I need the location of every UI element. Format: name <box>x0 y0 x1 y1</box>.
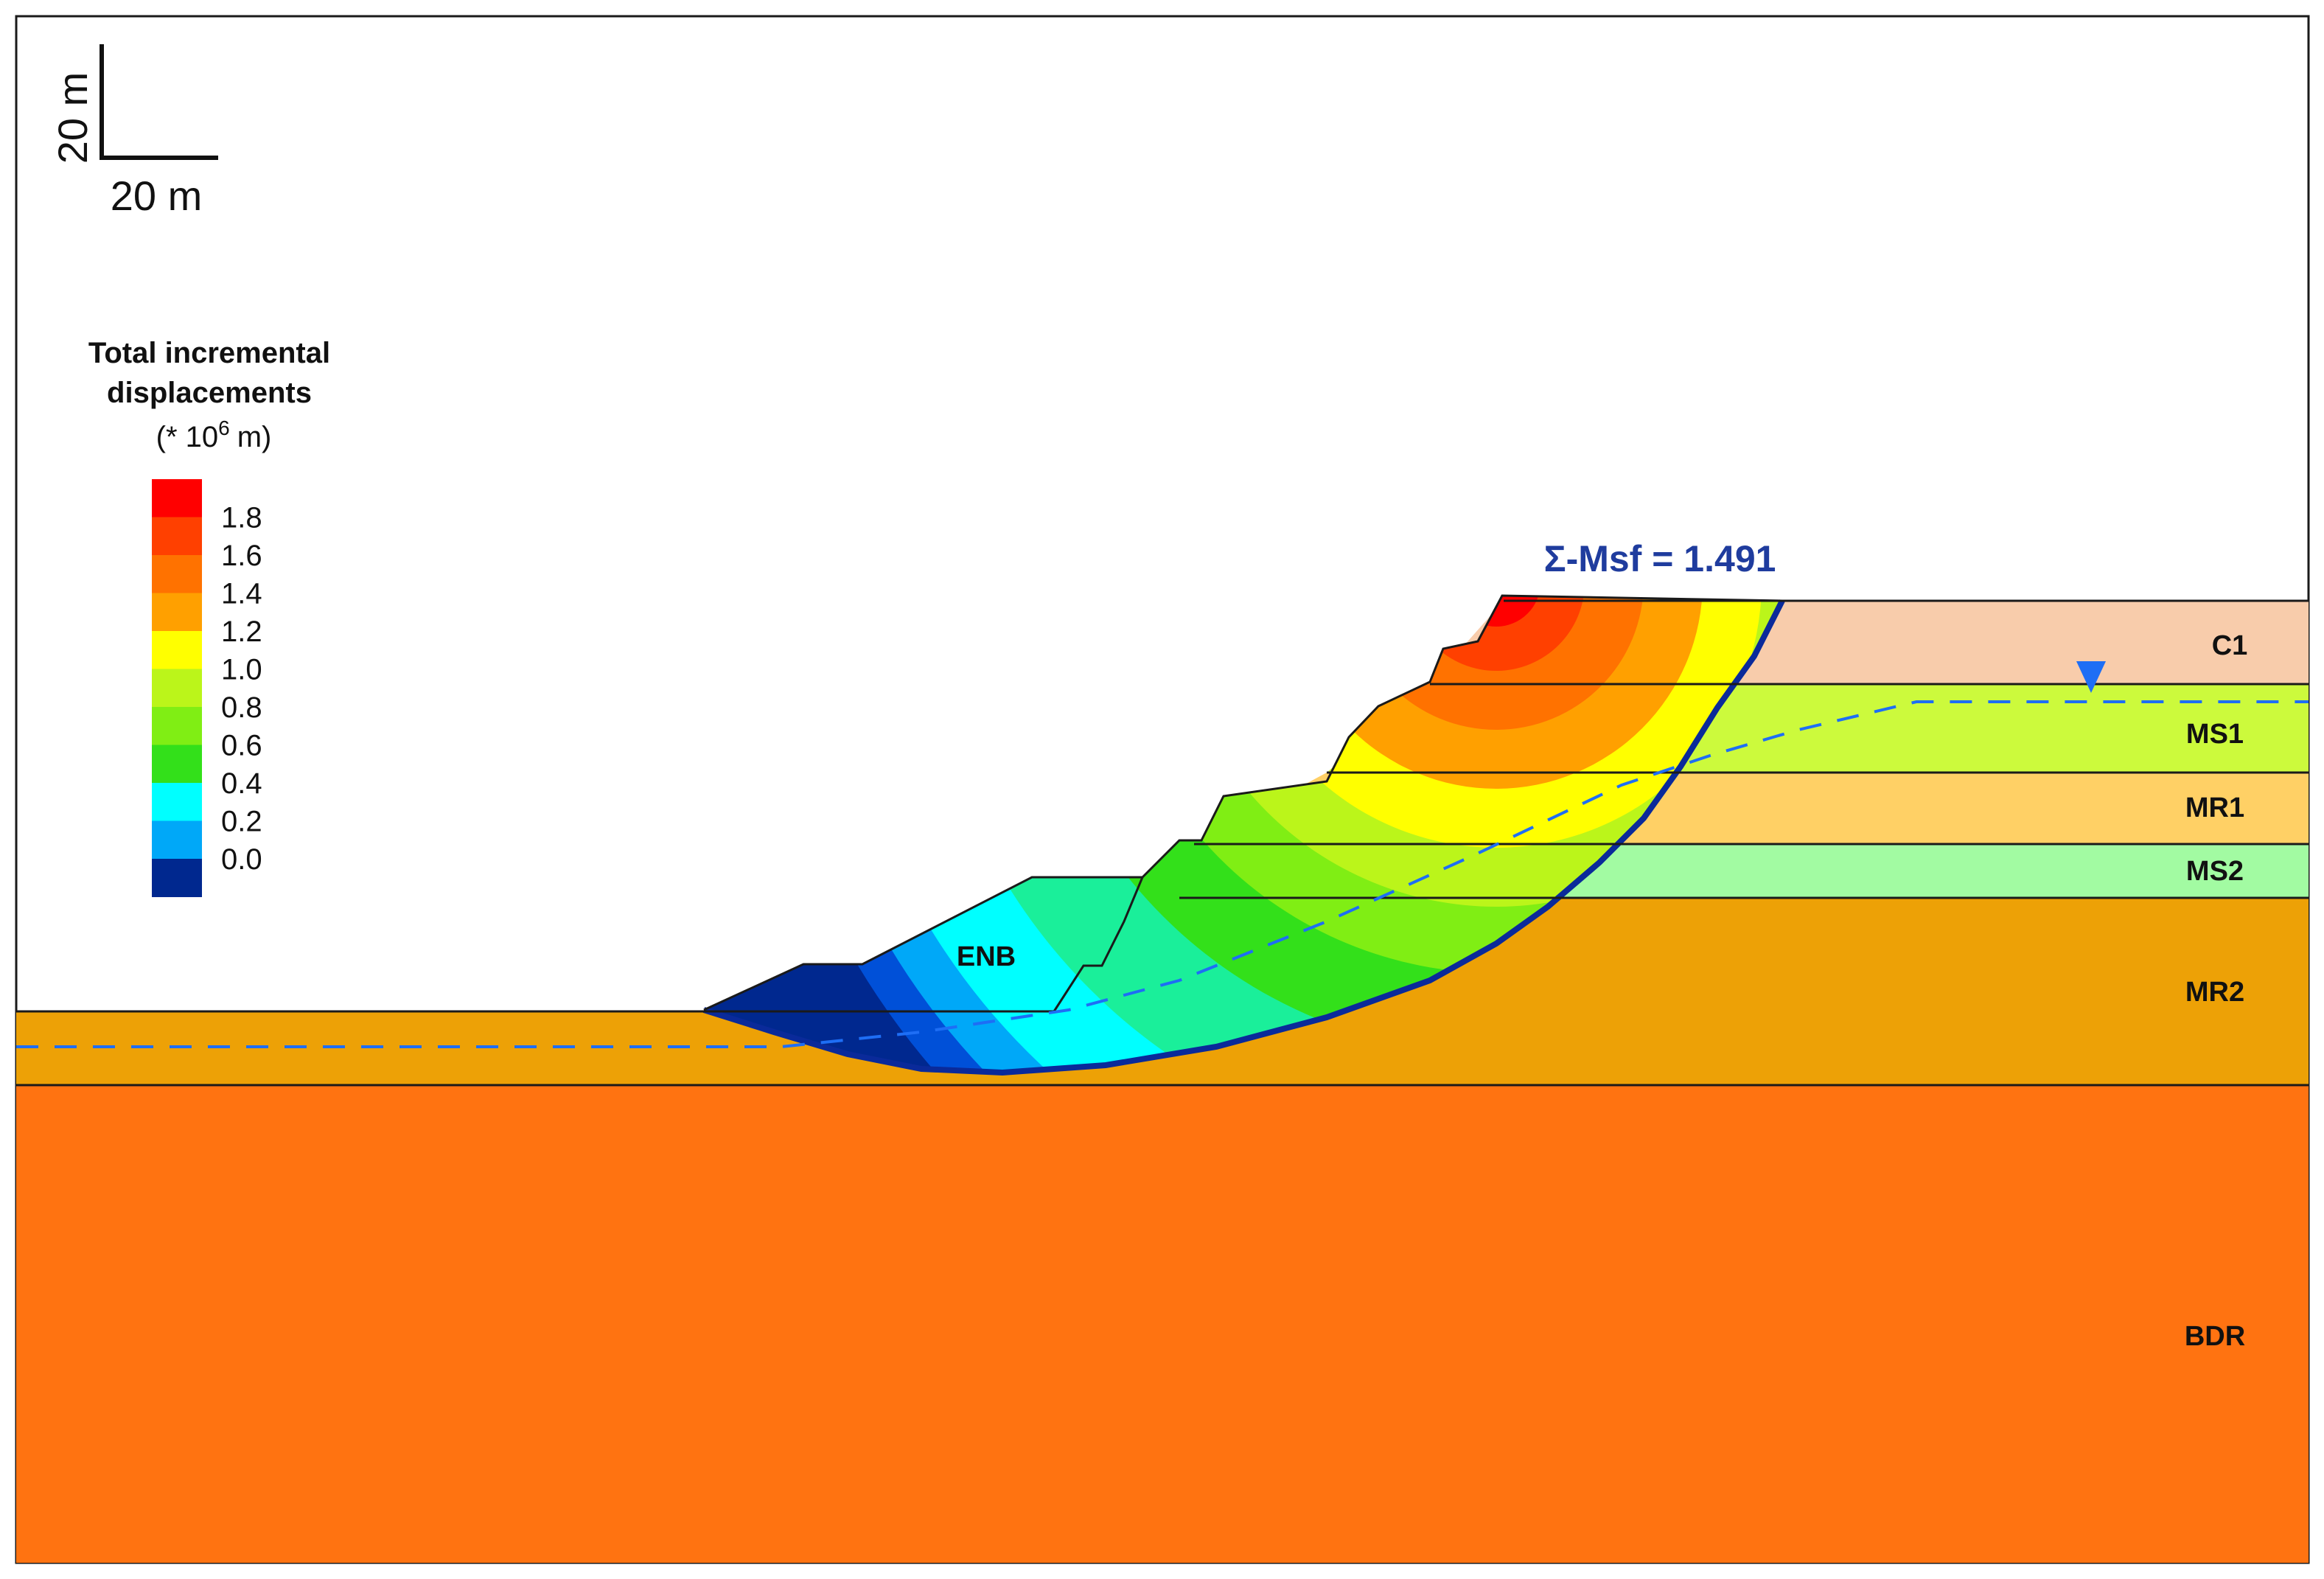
legend-unit-exponent: 6 <box>218 416 230 439</box>
legend-tick-label: 1.6 <box>221 540 262 572</box>
legend-swatch <box>152 820 202 860</box>
legend-tick-label: 0.6 <box>221 730 262 762</box>
water-table-line <box>16 700 2309 1048</box>
layer-bdr <box>16 1085 2309 1563</box>
legend-tick-label: 1.2 <box>221 616 262 648</box>
legend: Total incremental displacements (* 106 m)… <box>88 337 330 897</box>
layer-label-c1: C1 <box>2212 630 2248 661</box>
legend-swatch <box>152 479 202 517</box>
legend-title-line2: displacements <box>107 377 312 409</box>
legend-swatch <box>152 631 202 669</box>
legend-swatch <box>152 517 202 556</box>
legend-tick-label: 1.4 <box>221 578 262 610</box>
legend-tick-label: 1.0 <box>221 654 262 686</box>
legend-tick-label: 0.2 <box>221 806 262 838</box>
legend-swatch <box>152 555 202 593</box>
layer-label-mr1: MR1 <box>2185 792 2244 823</box>
scale-bar-vertical-label: 20 m <box>49 72 96 164</box>
legend-swatch <box>152 783 202 821</box>
legend-tick-labels: 1.8 1.6 1.4 1.2 1.0 0.8 0.6 0.4 0.2 0.0 <box>221 502 262 876</box>
water-table-marker-icon <box>2076 661 2106 693</box>
layer-label-enb: ENB <box>957 941 1016 972</box>
layer-label-ms2: MS2 <box>2186 856 2244 887</box>
legend-swatch <box>152 745 202 784</box>
slip-surface-outline <box>702 599 1785 1076</box>
legend-tick-label: 0.8 <box>221 691 262 724</box>
layer-label-bdr: BDR <box>2185 1321 2245 1352</box>
layer-boundaries <box>16 594 2309 1087</box>
layer-label-mr2: MR2 <box>2185 977 2244 1008</box>
legend-tick-label: 0.4 <box>221 767 262 800</box>
legend-swatch <box>152 669 202 708</box>
legend-title-line1: Total incremental <box>88 337 330 369</box>
safety-factor-label: Σ-Msf = 1.491 <box>1544 538 1776 579</box>
layer-label-ms1: MS1 <box>2186 719 2244 750</box>
legend-swatch <box>152 859 202 897</box>
legend-tick-label: 0.0 <box>221 843 262 876</box>
legend-swatch <box>152 593 202 632</box>
scale-bar: 20 m 20 m <box>49 44 218 219</box>
legend-swatch <box>152 707 202 745</box>
scale-bar-horizontal-label: 20 m <box>111 172 203 219</box>
legend-unit: (* 106 m) <box>156 416 272 453</box>
legend-color-bar <box>152 479 202 897</box>
legend-tick-label: 1.8 <box>221 502 262 534</box>
